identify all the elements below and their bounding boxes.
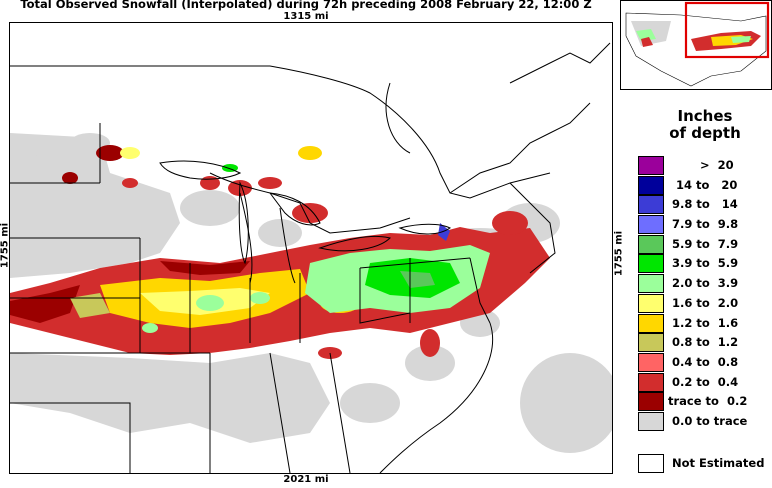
legend-label: 5.9 to 7.9 bbox=[668, 236, 739, 251]
legend-item: 0.8 to 1.2 bbox=[638, 333, 772, 353]
legend-swatch bbox=[638, 352, 664, 372]
legend-swatch bbox=[638, 156, 664, 175]
legend-item: 14 to 20 bbox=[638, 175, 772, 196]
legend-item: 0.4 to 0.8 bbox=[638, 352, 772, 373]
legend-swatch bbox=[638, 234, 664, 254]
legend-swatch bbox=[638, 372, 664, 392]
legend-swatch bbox=[638, 392, 664, 412]
map-title: Total Observed Snowfall (Interpolated) d… bbox=[20, 0, 592, 11]
snowfall-map[interactable] bbox=[9, 22, 613, 474]
legend-item: trace to 0.2 bbox=[638, 392, 772, 412]
overview-inset-graphic bbox=[625, 1, 770, 87]
legend-swatch bbox=[638, 313, 664, 333]
legend-label: 0.8 to 1.2 bbox=[668, 335, 739, 350]
snowfall-map-graphic bbox=[10, 42, 612, 473]
legend-swatch bbox=[638, 195, 664, 215]
legend-swatch bbox=[638, 333, 664, 353]
legend-title: Inches of depth bbox=[640, 108, 770, 142]
snow-band-green bbox=[142, 164, 490, 333]
no-snow-areas bbox=[10, 133, 612, 453]
legend-swatch bbox=[638, 411, 664, 431]
legend-item: 0.0 to trace bbox=[638, 411, 772, 432]
legend-item: > 20 bbox=[638, 156, 772, 176]
not-estimated-label: Not Estimated bbox=[672, 456, 765, 470]
legend-item: 3.9 to 5.9 bbox=[638, 254, 772, 274]
legend-item: 7.9 to 9.8 bbox=[638, 215, 772, 235]
legend-label: trace to 0.2 bbox=[668, 394, 748, 409]
legend-label: 0.2 to 0.4 bbox=[668, 374, 739, 389]
legend-swatch bbox=[638, 175, 664, 195]
legend-item: 1.2 to 1.6 bbox=[638, 313, 772, 334]
not-estimated-swatch bbox=[638, 454, 664, 473]
boundaries bbox=[10, 42, 611, 473]
legend-item: 0.2 to 0.4 bbox=[638, 372, 772, 393]
overview-inset-map[interactable] bbox=[620, 0, 772, 90]
legend-item: 5.9 to 7.9 bbox=[638, 234, 772, 255]
top-width-label: 1315 mi bbox=[283, 11, 329, 22]
bottom-width-label: 2021 mi bbox=[283, 474, 329, 485]
legend-label: 1.2 to 1.6 bbox=[668, 315, 739, 330]
legend-label: 2.0 to 3.9 bbox=[668, 276, 739, 291]
right-height-label: 1755 mi bbox=[613, 230, 625, 277]
great-lakes bbox=[159, 160, 451, 265]
legend: > 20 14 to 20 9.8 to 14 7.9 to 9.8 5.9 t… bbox=[638, 156, 772, 432]
legend-label: 1.6 to 2.0 bbox=[668, 295, 739, 310]
legend-label: 9.8 to 14 bbox=[668, 197, 738, 212]
legend-item: 2.0 to 3.9 bbox=[638, 274, 772, 294]
inset-viewport-box bbox=[684, 1, 770, 59]
legend-title-line2: of depth bbox=[669, 124, 741, 142]
legend-label: 0.0 to trace bbox=[668, 413, 748, 428]
legend-item: 9.8 to 14 bbox=[638, 195, 772, 215]
legend-item: 1.6 to 2.0 bbox=[638, 293, 772, 314]
legend-label: > 20 bbox=[668, 158, 734, 172]
legend-label: 0.4 to 0.8 bbox=[668, 354, 739, 369]
legend-swatch bbox=[638, 215, 664, 235]
legend-swatch bbox=[638, 293, 664, 313]
legend-title-line1: Inches bbox=[677, 107, 733, 125]
legend-swatch bbox=[638, 254, 664, 274]
legend-label: 14 to 20 bbox=[668, 177, 738, 192]
legend-swatch bbox=[638, 274, 664, 294]
legend-label: 7.9 to 9.8 bbox=[668, 217, 739, 232]
legend-label: 3.9 to 5.9 bbox=[668, 256, 739, 271]
